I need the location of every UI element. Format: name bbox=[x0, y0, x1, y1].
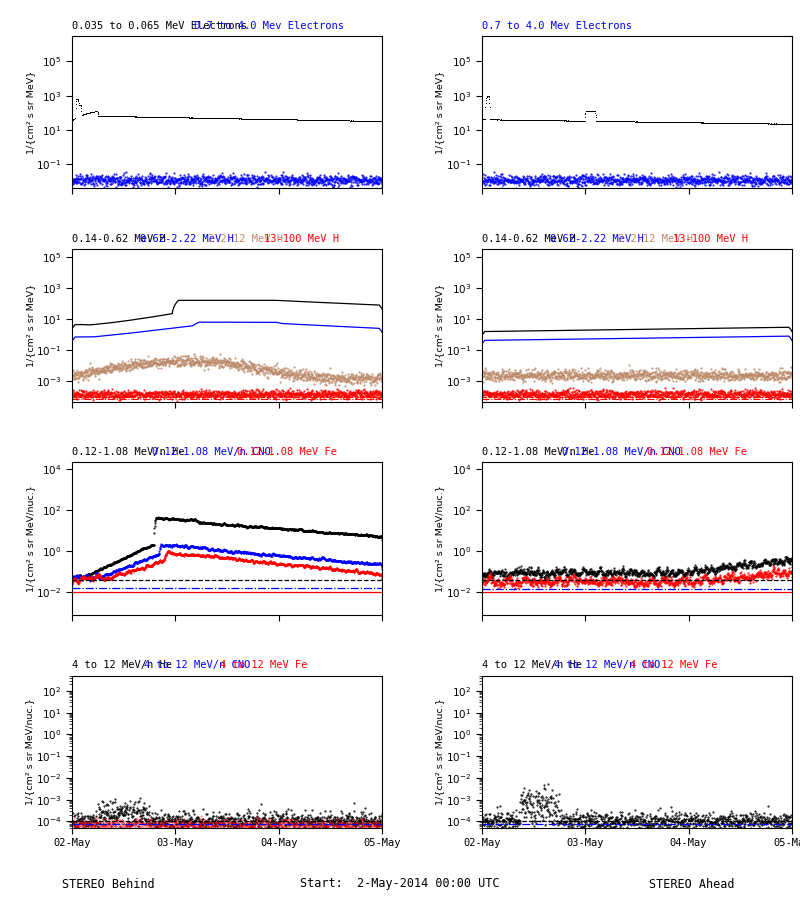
Text: 0.62-2.22 MeV H: 0.62-2.22 MeV H bbox=[550, 234, 643, 244]
Text: 0.12-1.08 MeV Fe: 0.12-1.08 MeV Fe bbox=[237, 447, 337, 457]
Text: 0.12-1.08 MeV/n He: 0.12-1.08 MeV/n He bbox=[482, 447, 594, 457]
Y-axis label: 1/{cm² s sr MeV}: 1/{cm² s sr MeV} bbox=[26, 284, 34, 367]
Text: 0.14-0.62 MeV H: 0.14-0.62 MeV H bbox=[482, 234, 575, 244]
Text: 0.14-0.62 MeV H: 0.14-0.62 MeV H bbox=[72, 234, 166, 244]
Text: STEREO Behind: STEREO Behind bbox=[62, 878, 154, 890]
Text: 0.12-1.08 MeV/n He: 0.12-1.08 MeV/n He bbox=[72, 447, 185, 457]
Text: Start:  2-May-2014 00:00 UTC: Start: 2-May-2014 00:00 UTC bbox=[300, 878, 500, 890]
Text: 4 to 12 MeV/n CNO: 4 to 12 MeV/n CNO bbox=[144, 661, 250, 670]
Text: 0.12-1.08 MeV/n CNO: 0.12-1.08 MeV/n CNO bbox=[562, 447, 681, 457]
Y-axis label: 1/{cm² s sr MeV/nuc.}: 1/{cm² s sr MeV/nuc.} bbox=[435, 698, 444, 806]
Text: 0.7 to 4.0 Mev Electrons: 0.7 to 4.0 Mev Electrons bbox=[194, 21, 344, 31]
Text: 0.12-1.08 MeV Fe: 0.12-1.08 MeV Fe bbox=[646, 447, 746, 457]
Y-axis label: 1/{cm² s sr MeV/nuc.}: 1/{cm² s sr MeV/nuc.} bbox=[26, 698, 34, 806]
Text: 4 to 12 MeV/n CNO: 4 to 12 MeV/n CNO bbox=[554, 661, 660, 670]
Text: 4 to 12 MeV/n He: 4 to 12 MeV/n He bbox=[72, 661, 172, 670]
Y-axis label: 1/{cm² s sr MeV}: 1/{cm² s sr MeV} bbox=[435, 70, 445, 154]
Y-axis label: 1/{cm² s sr MeV}: 1/{cm² s sr MeV} bbox=[435, 284, 444, 367]
Text: 4 to 12 MeV Fe: 4 to 12 MeV Fe bbox=[630, 661, 718, 670]
Text: 0.62-2.22 MeV H: 0.62-2.22 MeV H bbox=[140, 234, 234, 244]
Text: 4 to 12 MeV/n He: 4 to 12 MeV/n He bbox=[482, 661, 582, 670]
Text: 2.2-12 MeV H: 2.2-12 MeV H bbox=[208, 234, 283, 244]
Y-axis label: 1/{cm² s sr MeV/nuc.}: 1/{cm² s sr MeV/nuc.} bbox=[26, 485, 35, 592]
Text: 0.035 to 0.065 MeV Electrons: 0.035 to 0.065 MeV Electrons bbox=[72, 21, 247, 31]
Text: 0.12-1.08 MeV/n CNO: 0.12-1.08 MeV/n CNO bbox=[153, 447, 271, 457]
Y-axis label: 1/{cm² s sr MeV}: 1/{cm² s sr MeV} bbox=[26, 70, 35, 154]
Text: 13-100 MeV H: 13-100 MeV H bbox=[674, 234, 749, 244]
Text: 4 to 12 MeV Fe: 4 to 12 MeV Fe bbox=[221, 661, 308, 670]
Text: 0.7 to 4.0 Mev Electrons: 0.7 to 4.0 Mev Electrons bbox=[482, 21, 632, 31]
Text: STEREO Ahead: STEREO Ahead bbox=[650, 878, 734, 890]
Y-axis label: 1/{cm² s sr MeV/nuc.}: 1/{cm² s sr MeV/nuc.} bbox=[436, 485, 445, 592]
Text: 2.2-12 MeV H: 2.2-12 MeV H bbox=[618, 234, 693, 244]
Text: 13-100 MeV H: 13-100 MeV H bbox=[264, 234, 339, 244]
